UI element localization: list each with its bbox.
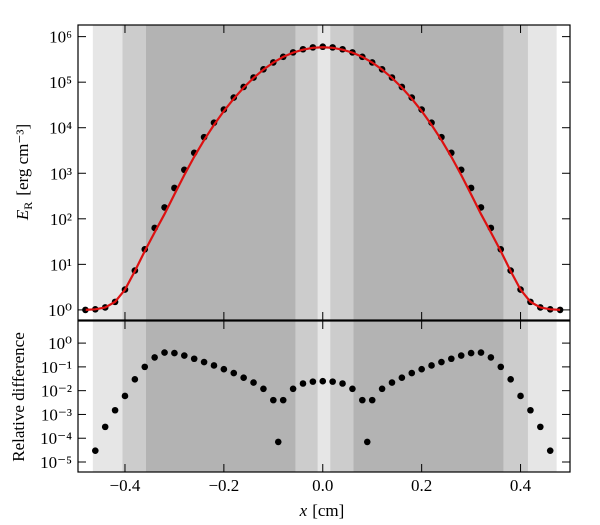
y-axis-label: Relative difference (9, 332, 28, 461)
x-tick-label: 0.0 (312, 476, 333, 495)
panel-frame (77, 24, 571, 321)
y-tick-label: 10⁻⁵ (40, 453, 72, 472)
data-point (181, 352, 188, 359)
data-point (299, 380, 307, 387)
data-point (289, 385, 297, 393)
shaded-region (295, 321, 318, 472)
data-point (487, 354, 495, 361)
data-point (546, 447, 554, 454)
data-point (274, 438, 282, 446)
data-point (527, 406, 534, 414)
data-point (507, 376, 514, 383)
data-point (141, 363, 149, 371)
y-label-symbol: E (13, 209, 32, 221)
data-point (408, 369, 416, 377)
y-tick-label: 10⁵ (49, 73, 72, 92)
x-tick-label: 0.2 (411, 476, 432, 495)
shaded-region (527, 321, 557, 472)
data-point (537, 423, 544, 431)
data-point (171, 349, 178, 357)
shaded-region (503, 321, 528, 472)
data-point (101, 423, 109, 431)
data-point (121, 392, 129, 400)
shaded-region (295, 25, 318, 320)
y-tick-label: 10⁴ (49, 119, 72, 138)
data-point (200, 358, 208, 366)
data-point (329, 378, 336, 385)
y-tick-label: 10⁰ (48, 334, 72, 353)
data-point (517, 392, 524, 400)
x-axis-label: x [cm] (299, 501, 345, 520)
shaded-region (353, 25, 504, 320)
shaded-region (122, 321, 146, 472)
y-axis-label: ER [erg cm⁻³] (13, 124, 35, 221)
data-point (92, 447, 99, 454)
plot-layer: 10⁰ 10¹ 10² 10³ 10⁴ 10⁵ 10⁶ 10⁻⁵ 10⁻⁴ 10⁻³ 10⁻² 10⁻… (40, 24, 571, 495)
data-point (359, 396, 366, 404)
data-point (467, 349, 475, 357)
model-line (85, 46, 561, 311)
shaded-region (145, 25, 296, 320)
data-point (368, 396, 376, 404)
y-tick-label: 10⁶ (49, 28, 72, 47)
data-point (210, 362, 218, 369)
data-point (220, 365, 228, 373)
y-tick-label: 10¹ (50, 255, 72, 274)
shaded-region (317, 321, 331, 472)
panel-frame (77, 320, 571, 473)
y-label-unit: [erg cm⁻³] (13, 124, 32, 196)
shaded-region (122, 25, 146, 320)
x-tick-label: −0.2 (208, 476, 239, 495)
shaded-region (92, 321, 123, 472)
data-point (477, 349, 485, 356)
data-point (161, 349, 168, 356)
y-label-sub: R (21, 202, 35, 210)
data-point (319, 377, 327, 385)
data-point (131, 376, 139, 383)
y-tick-label: 10³ (50, 164, 72, 183)
y-tick-label: 10⁻² (41, 382, 72, 401)
x-tick-label: −0.4 (110, 476, 141, 495)
data-point (190, 355, 198, 363)
data-point (151, 354, 158, 361)
shaded-region (503, 25, 528, 320)
data-point (438, 358, 445, 366)
data-point (240, 374, 247, 382)
shaded-region (330, 25, 354, 320)
data-point (448, 355, 455, 363)
y-tick-label: 10⁰ (48, 301, 72, 320)
data-point (250, 379, 257, 386)
shaded-region (145, 321, 296, 472)
y-tick-label: 10⁻⁴ (40, 429, 72, 448)
data-point (339, 380, 346, 387)
shaded-region (330, 321, 354, 472)
data-point (418, 365, 425, 373)
x-label-unit: [cm] (312, 501, 344, 520)
y-tick-label: 10² (50, 210, 72, 229)
shaded-region (92, 25, 123, 320)
data-point (349, 385, 356, 393)
shaded-region (527, 25, 557, 320)
data-point (309, 378, 317, 385)
data-point (270, 396, 277, 404)
data-point (388, 379, 396, 386)
shaded-region (317, 25, 331, 320)
data-point (398, 374, 406, 382)
data-point (428, 362, 435, 369)
data-point (260, 385, 267, 393)
data-point (497, 363, 505, 371)
x-tick-label: 0.4 (510, 476, 532, 495)
shaded-region (353, 321, 504, 472)
data-point (363, 438, 371, 446)
data-point (378, 385, 386, 393)
data-point (279, 396, 287, 404)
data-point (556, 306, 564, 314)
x-label-symbol: x (299, 501, 308, 520)
data-point (457, 352, 465, 359)
data-point (230, 369, 238, 377)
y-tick-label: 10⁻¹ (41, 358, 72, 377)
y-tick-label: 10⁻³ (41, 405, 72, 424)
data-point (111, 406, 119, 414)
